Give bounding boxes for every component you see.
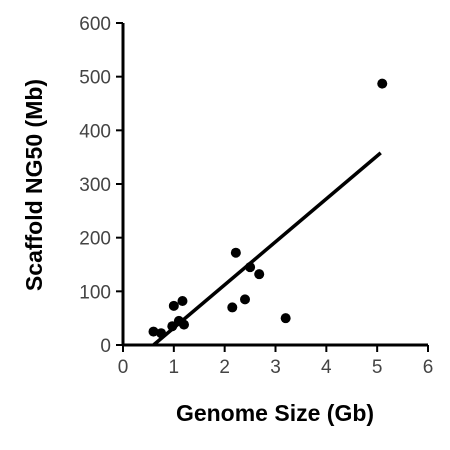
trend-line	[152, 151, 382, 347]
y-axis-title: Scaffold NG50 (Mb)	[21, 79, 47, 291]
data-point	[254, 269, 265, 280]
data-point	[156, 328, 167, 339]
data-point	[168, 300, 179, 311]
data-point	[377, 78, 388, 89]
x-tick-label: 2	[219, 357, 230, 378]
x-axis-title: Genome Size (Gb)	[176, 400, 374, 426]
data-point	[280, 313, 291, 324]
y-tick-label: 200	[79, 229, 111, 250]
y-tick-label: 100	[79, 282, 111, 303]
data-point	[148, 326, 159, 337]
x-tick-label: 6	[423, 357, 434, 378]
y-tick-label: 300	[79, 175, 111, 196]
plot-area: 0 100 200 300 400 500 600 0 1 2 3 4 5 6	[79, 14, 433, 378]
data-point	[230, 247, 241, 258]
y-tick-label: 0	[100, 336, 111, 357]
x-tick-label: 3	[270, 357, 281, 378]
data-point	[179, 319, 189, 330]
y-tick-label: 600	[79, 14, 111, 35]
y-tick-label: 400	[79, 121, 111, 142]
x-tick-label: 4	[321, 357, 332, 378]
y-tick-label: 500	[79, 68, 111, 89]
x-tick-label: 0	[118, 357, 129, 378]
x-tick-label: 5	[372, 357, 383, 378]
data-point	[240, 294, 250, 305]
data-point	[167, 321, 178, 332]
data-point	[245, 262, 256, 273]
data-point	[227, 302, 238, 313]
x-tick-label: 1	[169, 357, 180, 378]
data-point	[177, 295, 188, 306]
